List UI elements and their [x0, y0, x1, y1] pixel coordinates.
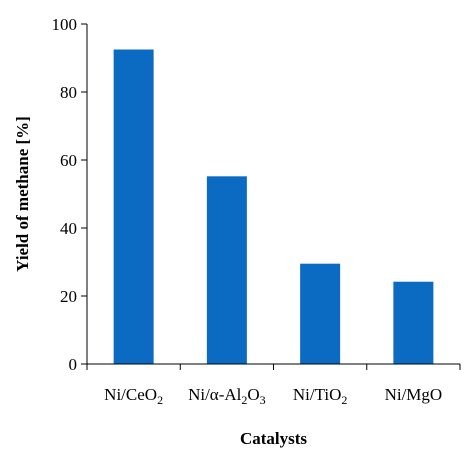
x-ticks-group: Ni/CeO2 Ni/α-Al2O3 Ni/TiO2 Ni/MgO [86, 364, 461, 407]
y-ticks-group: 0 20 40 60 80 100 [52, 15, 87, 374]
x-tick-label: Ni/TiO2 [293, 385, 348, 407]
x-tick-label: Ni/MgO [385, 385, 443, 404]
y-tick-label: 100 [52, 15, 78, 34]
x-tick-label: Ni/CeO2 [104, 385, 163, 407]
y-tick-label: 0 [69, 355, 78, 374]
y-tick-label: 80 [60, 83, 77, 102]
y-axis-title: Yield of methane [%] [13, 116, 32, 272]
x-tick-label: Ni/α-Al2O3 [188, 385, 266, 407]
y-tick-label: 40 [60, 219, 77, 238]
y-tick-label: 20 [60, 287, 77, 306]
bars-group [113, 49, 434, 364]
bar-1 [113, 49, 154, 364]
y-tick-label: 60 [60, 151, 77, 170]
bar-4 [393, 281, 434, 364]
bar-2 [206, 176, 247, 364]
bar-3 [300, 263, 341, 364]
x-axis-title: Catalysts [240, 429, 307, 448]
